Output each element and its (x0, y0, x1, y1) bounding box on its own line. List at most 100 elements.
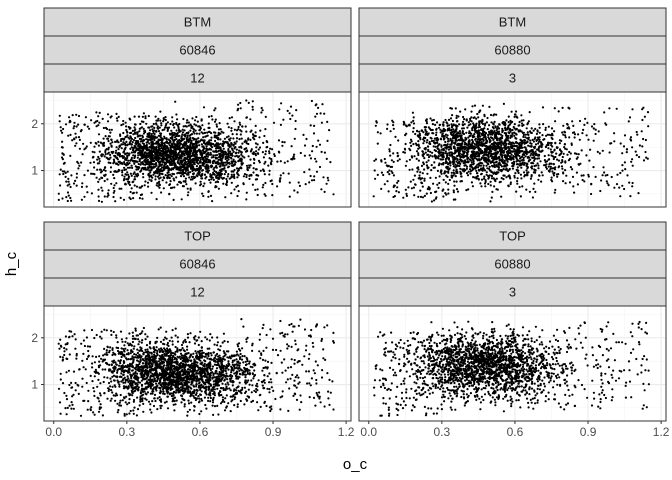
data-point (258, 146, 262, 149)
data-point (412, 122, 416, 125)
data-point (160, 152, 163, 155)
data-point (480, 128, 483, 131)
data-point (436, 145, 439, 148)
data-point (452, 169, 455, 172)
data-point (261, 168, 265, 171)
data-point (69, 120, 72, 123)
data-point (565, 148, 568, 151)
data-point (440, 172, 443, 175)
data-point (476, 159, 479, 162)
data-point (507, 131, 510, 134)
data-point (411, 111, 414, 114)
data-point (122, 156, 125, 159)
data-point (600, 179, 603, 182)
data-point (423, 194, 426, 197)
data-point (431, 128, 434, 132)
data-point (83, 174, 86, 177)
data-point (631, 108, 634, 111)
data-point (445, 193, 448, 196)
data-point (175, 135, 178, 138)
data-point (184, 177, 187, 180)
data-point (145, 138, 148, 141)
data-point (214, 118, 217, 121)
data-point (380, 187, 383, 190)
data-point (286, 160, 289, 163)
data-point (115, 112, 118, 115)
data-point (452, 158, 455, 161)
data-point (544, 160, 547, 164)
data-point (529, 177, 533, 180)
data-point (548, 169, 551, 172)
data-point (129, 139, 132, 142)
data-point (124, 143, 127, 147)
data-point (190, 133, 194, 136)
data-point (569, 166, 573, 169)
data-point (479, 120, 482, 123)
data-point (75, 172, 78, 175)
data-point (111, 141, 114, 144)
data-point (376, 173, 379, 176)
data-point (442, 135, 445, 138)
data-point (562, 124, 565, 127)
data-point (97, 199, 101, 202)
data-point (491, 153, 494, 156)
data-point (217, 187, 220, 190)
data-point (89, 141, 92, 144)
data-point (462, 168, 466, 171)
data-point (155, 164, 158, 167)
data-point (114, 162, 118, 165)
data-point (127, 175, 131, 178)
data-point (167, 171, 170, 174)
data-point (394, 135, 397, 138)
data-point (98, 157, 101, 160)
data-point (466, 144, 469, 147)
data-point (155, 122, 158, 125)
data-point (236, 171, 239, 174)
data-point (506, 136, 509, 140)
data-point (554, 166, 557, 169)
data-point (594, 128, 597, 131)
data-point (487, 182, 490, 186)
data-point (498, 159, 501, 162)
data-point (311, 144, 314, 148)
data-point (323, 151, 326, 154)
data-point (506, 164, 509, 167)
data-point (526, 122, 530, 125)
data-point (551, 132, 554, 135)
data-point (70, 174, 73, 177)
data-point (288, 195, 291, 198)
data-point (605, 180, 608, 183)
data-point (421, 196, 425, 199)
data-point (89, 161, 92, 164)
data-point (148, 132, 151, 135)
data-point (139, 186, 142, 189)
data-point (214, 154, 217, 157)
data-point (443, 172, 446, 175)
data-point (217, 128, 221, 131)
data-point (186, 169, 189, 172)
data-point (124, 152, 127, 155)
data-point (235, 185, 238, 188)
data-point (180, 139, 183, 142)
data-point (119, 134, 122, 137)
data-point (452, 128, 455, 131)
data-point (103, 166, 106, 169)
data-point (115, 156, 119, 159)
data-point (376, 131, 379, 134)
data-point (227, 162, 230, 165)
data-point (220, 130, 223, 133)
data-point (139, 140, 142, 143)
data-point (571, 120, 574, 123)
data-point (618, 186, 621, 189)
data-point (472, 126, 476, 129)
data-point (517, 171, 520, 175)
data-point (547, 154, 550, 157)
data-point (375, 120, 378, 123)
data-point (459, 110, 462, 113)
data-point (259, 169, 262, 172)
data-point (182, 137, 186, 140)
data-point (289, 117, 292, 121)
data-point (599, 189, 602, 193)
data-point (192, 130, 195, 133)
